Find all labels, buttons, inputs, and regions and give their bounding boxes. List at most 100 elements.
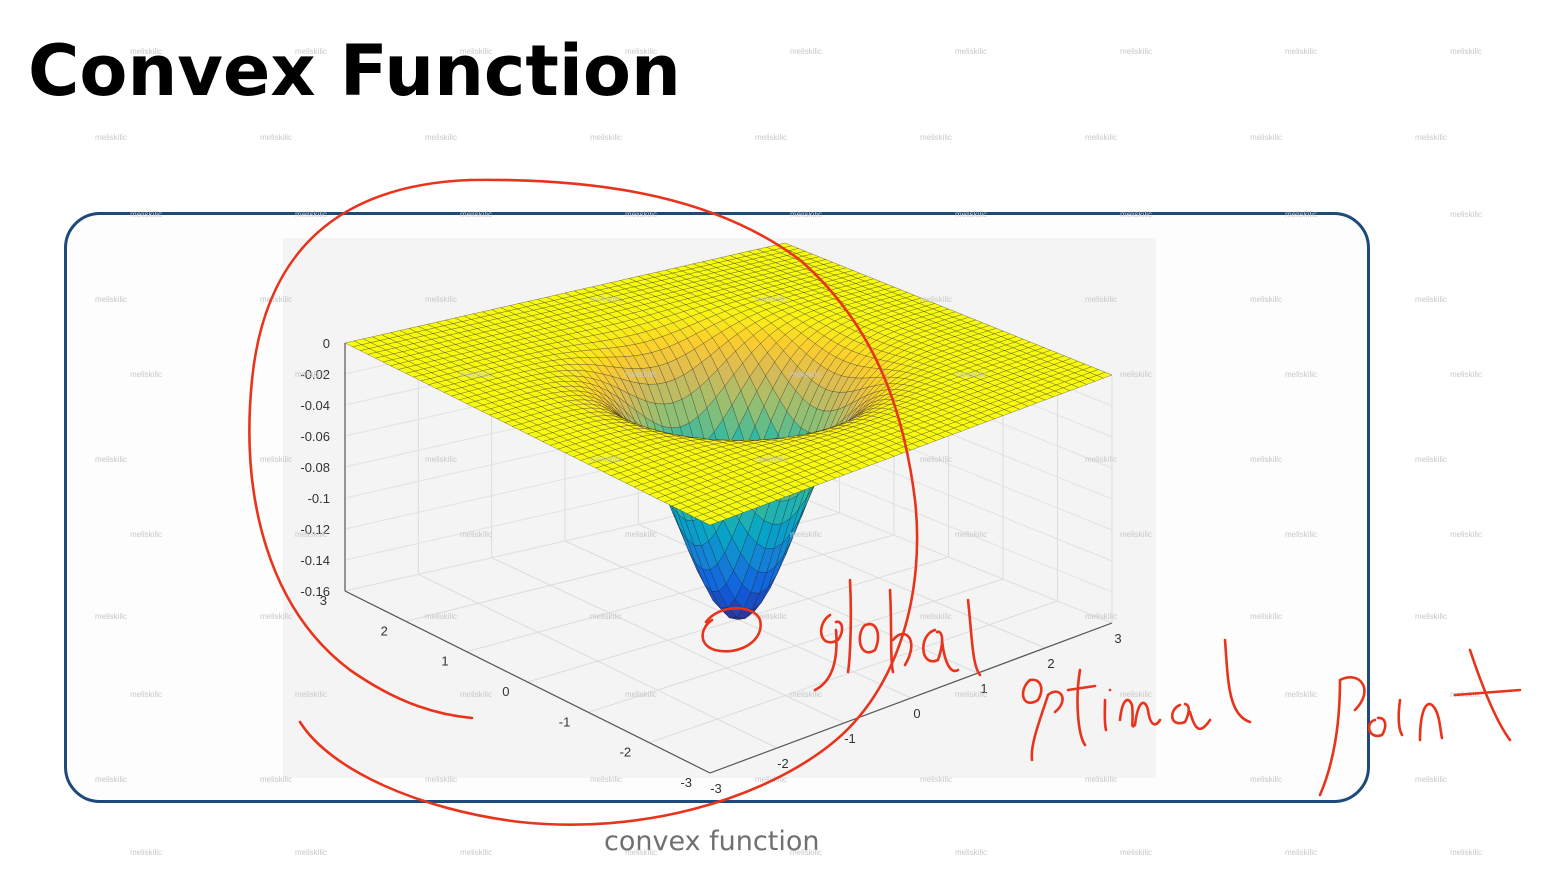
y-tick-label: -3 <box>680 775 692 790</box>
x-tick-label: 3 <box>1114 631 1121 646</box>
floor-grid-line <box>649 600 1058 744</box>
watermark-text: meliskilic <box>590 612 622 621</box>
watermark-text: meliskilic <box>1415 455 1447 464</box>
watermark-text: meliskilic <box>1285 848 1317 857</box>
watermark-text: meliskilic <box>920 775 952 784</box>
watermark-text: meliskilic <box>1120 690 1152 699</box>
watermark-text: meliskilic <box>790 370 822 379</box>
watermark-text: meliskilic <box>295 210 327 219</box>
y-tick-label: 2 <box>381 623 388 638</box>
watermark-text: meliskilic <box>425 612 457 621</box>
watermark-text: meliskilic <box>755 612 787 621</box>
watermark-text: meliskilic <box>1285 210 1317 219</box>
watermark-text: meliskilic <box>790 210 822 219</box>
x-axis-line <box>344 590 711 774</box>
watermark-text: meliskilic <box>955 690 987 699</box>
watermark-text: meliskilic <box>1285 690 1317 699</box>
y-tick-label: -1 <box>559 714 571 729</box>
watermark-text: meliskilic <box>295 690 327 699</box>
watermark-text: meliskilic <box>1120 210 1152 219</box>
watermark-text: meliskilic <box>1120 848 1152 857</box>
watermark-text: meliskilic <box>590 295 622 304</box>
watermark-text: meliskilic <box>790 690 822 699</box>
watermark-text: meliskilic <box>1450 848 1482 857</box>
watermark-text: meliskilic <box>625 210 657 219</box>
y-tick-label: 1 <box>441 654 448 669</box>
x-tick-label: 0 <box>913 706 920 721</box>
watermark-text: meliskilic <box>1250 133 1282 142</box>
watermark-text: meliskilic <box>295 530 327 539</box>
watermark-text: meliskilic <box>1285 370 1317 379</box>
slide-title: Convex Function <box>28 30 681 112</box>
x-tick-label: 2 <box>1047 656 1054 671</box>
z-tick-label: -0.08 <box>300 460 330 475</box>
watermark-text: meliskilic <box>425 775 457 784</box>
watermark-text: meliskilic <box>95 295 127 304</box>
watermark-text: meliskilic <box>295 848 327 857</box>
watermark-text: meliskilic <box>1450 690 1482 699</box>
z-tick-label: -0.04 <box>300 398 330 413</box>
watermark-text: meliskilic <box>755 295 787 304</box>
watermark-text: meliskilic <box>1450 530 1482 539</box>
watermark-text: meliskilic <box>1415 612 1447 621</box>
watermark-text: meliskilic <box>460 210 492 219</box>
watermark-text: meliskilic <box>590 775 622 784</box>
watermark-text: meliskilic <box>1450 47 1482 56</box>
watermark-text: meliskilic <box>920 612 952 621</box>
y-tick-label: 0 <box>502 684 509 699</box>
watermark-text: meliskilic <box>1415 775 1447 784</box>
watermark-text: meliskilic <box>755 455 787 464</box>
watermark-text: meliskilic <box>920 295 952 304</box>
y-tick-label: -2 <box>620 745 632 760</box>
z-tick-label: -0.06 <box>300 429 330 444</box>
watermark-text: meliskilic <box>130 370 162 379</box>
watermark-text: meliskilic <box>95 133 127 142</box>
z-tick-label: 0 <box>323 336 330 351</box>
surface-mesh <box>344 242 1113 620</box>
watermark-text: meliskilic <box>755 133 787 142</box>
watermark-text: meliskilic <box>1085 775 1117 784</box>
watermark-text: meliskilic <box>790 848 822 857</box>
x-tick-label: -2 <box>777 756 789 771</box>
watermark-text: meliskilic <box>625 690 657 699</box>
watermark-text: meliskilic <box>425 133 457 142</box>
watermark-text: meliskilic <box>425 295 457 304</box>
x-tick-label: -3 <box>710 781 722 796</box>
watermark-text: meliskilic <box>1120 530 1152 539</box>
x-tick-label: -1 <box>844 731 856 746</box>
watermark-text: meliskilic <box>955 370 987 379</box>
watermark-text: meliskilic <box>260 612 292 621</box>
watermark-text: meliskilic <box>755 775 787 784</box>
watermark-text: meliskilic <box>955 210 987 219</box>
watermark-text: meliskilic <box>1250 775 1282 784</box>
watermark-text: meliskilic <box>625 848 657 857</box>
watermark-text: meliskilic <box>95 775 127 784</box>
x-tick-label: 1 <box>980 681 987 696</box>
watermark-text: meliskilic <box>130 530 162 539</box>
watermark-text: meliskilic <box>130 690 162 699</box>
watermark-text: meliskilic <box>95 455 127 464</box>
watermark-text: meliskilic <box>955 47 987 56</box>
watermark-text: meliskilic <box>295 370 327 379</box>
y-tick-label: 3 <box>320 593 327 608</box>
watermark-text: meliskilic <box>295 47 327 56</box>
watermark-text: meliskilic <box>1085 612 1117 621</box>
watermark-text: meliskilic <box>260 133 292 142</box>
watermark-text: meliskilic <box>790 47 822 56</box>
watermark-text: meliskilic <box>1250 455 1282 464</box>
watermark-text: meliskilic <box>1120 47 1152 56</box>
watermark-text: meliskilic <box>260 455 292 464</box>
watermark-text: meliskilic <box>1450 210 1482 219</box>
watermark-text: meliskilic <box>130 848 162 857</box>
watermark-text: meliskilic <box>1085 455 1117 464</box>
watermark-text: meliskilic <box>260 775 292 784</box>
watermark-text: meliskilic <box>460 370 492 379</box>
watermark-text: meliskilic <box>1450 370 1482 379</box>
watermark-text: meliskilic <box>1285 47 1317 56</box>
watermark-text: meliskilic <box>1085 295 1117 304</box>
y-axis-line <box>709 622 1113 774</box>
watermark-text: meliskilic <box>95 612 127 621</box>
watermark-text: meliskilic <box>460 530 492 539</box>
watermark-text: meliskilic <box>460 848 492 857</box>
